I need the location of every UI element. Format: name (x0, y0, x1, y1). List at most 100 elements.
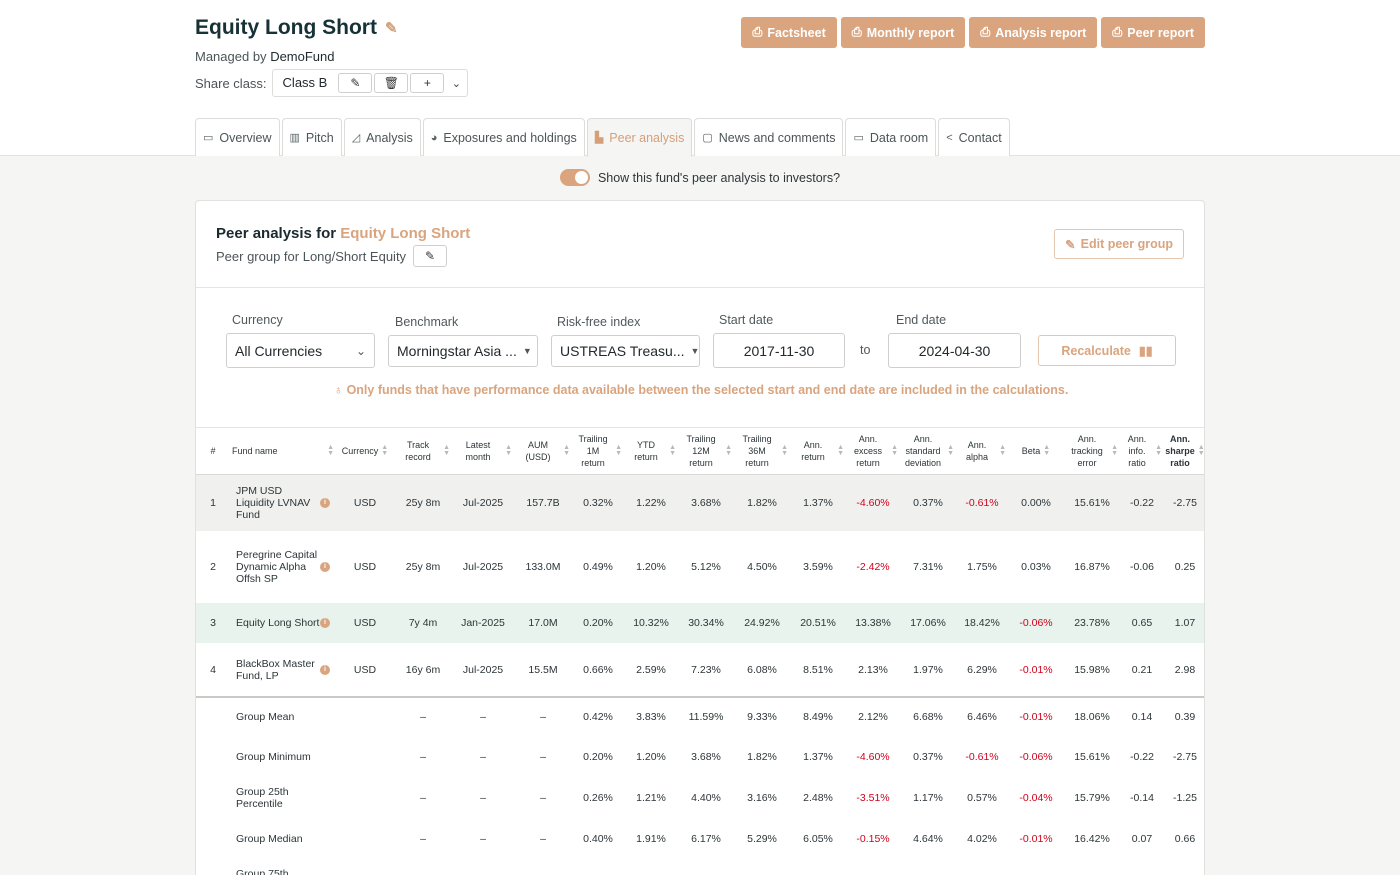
column-header[interactable]: Ann. alpha ▲ ▼ (956, 428, 1008, 475)
column-header[interactable]: Currency ▲ ▼ (336, 428, 394, 475)
sort-icon[interactable]: ▲ ▼ (505, 443, 512, 457)
sort-icon[interactable]: ▲ ▼ (1043, 443, 1051, 457)
table-row[interactable]: 3 Equity Long Short i USD 7y 4m Jan-2025 17.0M… (196, 603, 1204, 643)
fund-name[interactable]: Equity Long Short (236, 617, 320, 629)
edit-peer-group-button[interactable]: ✎ Edit peer group (1054, 229, 1184, 259)
add-share-class-button[interactable]: + (410, 73, 445, 93)
info-icon[interactable]: i (320, 497, 330, 508)
std-cell: 1.17% (913, 791, 943, 804)
tab-overview[interactable]: ▭ Overview (195, 118, 280, 156)
end-date-input[interactable]: 2024-04-30 (888, 333, 1021, 368)
column-header-label: Trailing 36M return (742, 433, 772, 468)
fund-name-cell: JPM USD Liquidity LVNAV Fund i (230, 474, 336, 531)
risk-free-label: Risk-free index (557, 315, 641, 329)
chevron-down-icon[interactable]: ⌄ (451, 77, 461, 90)
column-header[interactable]: Latest month ▲ ▼ (452, 428, 514, 475)
column-header[interactable]: Trailing 12M return ▲ ▼ (678, 428, 734, 475)
std-cell: 7.31% (913, 561, 943, 573)
aum-cell: 157.7B (514, 474, 572, 531)
info-icon[interactable]: i (320, 562, 330, 572)
sort-icon[interactable]: ▲ ▼ (443, 443, 450, 457)
t36-cell: 9.33% (747, 711, 777, 723)
tab-analysis[interactable]: ◿ Analysis (343, 118, 421, 156)
column-header[interactable]: YTD return ▲ ▼ (624, 428, 678, 475)
row-number: 3 (196, 603, 230, 643)
edit-title-icon[interactable]: ✎ (384, 20, 398, 37)
sharpe-cell: 0.66 (1174, 832, 1196, 845)
toggle-label: Show this fund's peer analysis to invest… (597, 170, 841, 185)
info-icon[interactable]: i (320, 664, 330, 675)
sort-icon[interactable]: ▲ ▼ (1155, 443, 1162, 457)
column-header[interactable]: Ann. return ▲ ▼ (790, 428, 846, 475)
sort-icon[interactable]: ▲ ▼ (1111, 443, 1118, 457)
tab-peer-analysis[interactable]: ▙ Peer analysis (586, 118, 693, 157)
currency-value: All Currencies (235, 342, 323, 359)
te-cell: 15.79% (1074, 791, 1110, 804)
column-header[interactable]: Ann. tracking error ▲ ▼ (1064, 428, 1120, 475)
fund-name[interactable]: BlackBox Master Fund, LP (236, 657, 315, 682)
start-date-input[interactable]: 2017-11-30 (713, 333, 845, 368)
sort-icon[interactable]: ▲ ▼ (615, 443, 622, 457)
end-date-label: End date (896, 313, 947, 327)
track-cell: – (394, 859, 452, 875)
info-icon[interactable]: i (320, 618, 330, 628)
info-cell: 0.07 (1131, 832, 1153, 845)
column-header[interactable]: Track record ▲ ▼ (394, 428, 452, 475)
sort-icon[interactable]: ▲ ▼ (725, 443, 732, 457)
sort-icon[interactable]: ▲ ▼ (563, 443, 570, 457)
show-to-investors-toggle[interactable] (559, 169, 590, 186)
excess-cell: 2.13% (846, 643, 900, 698)
factsheet-button[interactable]: ⎙ Factsheet (741, 17, 837, 48)
table-row[interactable]: 4 BlackBox Master Fund, LP i USD 16y 6m Jul-2… (196, 643, 1204, 698)
share-icon: < (946, 131, 953, 144)
sort-icon[interactable]: ▲ ▼ (669, 443, 676, 457)
currency-select[interactable]: All Currencies ⌄ (226, 333, 375, 368)
beta-cell: -0.06% (1008, 603, 1064, 643)
column-header: # (196, 428, 230, 475)
aum-cell: – (540, 750, 546, 763)
fund-name[interactable]: JPM USD Liquidity LVNAV Fund (236, 484, 311, 521)
sort-icon[interactable]: ▲ ▼ (837, 443, 844, 457)
tab-contact[interactable]: < Contact (938, 118, 1010, 156)
column-header[interactable]: Trailing 36M return ▲ ▼ (734, 428, 790, 475)
risk-free-select[interactable]: USTREAS Treasu... ▼ (551, 335, 700, 367)
sort-icon[interactable]: ▲ ▼ (381, 443, 389, 457)
edit-peer-group-label: Edit peer group (1080, 237, 1173, 251)
fund-name[interactable]: Peregrine Capital Dynamic Alpha Offsh SP (236, 549, 318, 585)
edit-peer-group-name-button[interactable]: ✎ (413, 245, 448, 267)
column-header[interactable]: Fund name ▲ ▼ (230, 428, 336, 475)
benchmark-select[interactable]: Morningstar Asia ... ▼ (388, 335, 538, 367)
table-row[interactable]: 2 Peregrine Capital Dynamic Alpha Offsh S… (196, 531, 1204, 603)
sort-icon[interactable]: ▲ ▼ (1197, 443, 1205, 457)
table-row[interactable]: 1 JPM USD Liquidity LVNAV Fund i USD 25y 8m J… (196, 474, 1204, 531)
sort-icon[interactable]: ▲ ▼ (891, 443, 898, 457)
recalculate-button[interactable]: Recalculate ▮▮ (1038, 335, 1176, 366)
column-header[interactable]: AUM (USD) ▲ ▼ (514, 428, 572, 475)
tab-data-room[interactable]: ▭ Data room (845, 118, 937, 156)
column-header[interactable]: Ann. standard deviation ▲ ▼ (900, 428, 956, 475)
column-header-label: Ann. standard deviation (905, 433, 942, 468)
column-header[interactable]: Ann. info. ratio ▲ ▼ (1120, 428, 1164, 475)
column-header[interactable]: Beta ▲ ▼ (1008, 428, 1064, 475)
share-class-value[interactable]: Class B (282, 75, 328, 90)
alpha-cell: 0.57% (967, 791, 997, 804)
sort-icon[interactable]: ▲ ▼ (947, 443, 954, 457)
empty-cell (196, 818, 230, 859)
column-header[interactable]: Ann. sharpe ratio ▲ ▼ (1164, 428, 1205, 475)
investor-visibility-row: Show this fund's peer analysis to invest… (0, 169, 1400, 186)
std-cell: 1.97% (900, 643, 956, 698)
peer-report-button[interactable]: ⎙ Peer report (1101, 17, 1205, 48)
tab-exposures[interactable]: ◕ Exposures and holdings (422, 118, 585, 156)
tab-news[interactable]: ▢ News and comments (694, 118, 844, 156)
analysis-report-button[interactable]: ⎙ Analysis report (969, 17, 1098, 48)
sort-icon[interactable]: ▲ ▼ (327, 443, 334, 457)
column-header[interactable]: Ann. excess return ▲ ▼ (846, 428, 900, 475)
sort-icon[interactable]: ▲ ▼ (781, 443, 788, 457)
sort-icon[interactable]: ▲ ▼ (999, 443, 1006, 457)
monthly-report-button[interactable]: ⎙ Monthly report (840, 17, 966, 48)
delete-share-class-button[interactable]: 🗑 (374, 73, 409, 93)
column-header[interactable]: Trailing 1M return ▲ ▼ (572, 428, 624, 475)
edit-share-class-button[interactable]: ✎ (338, 73, 373, 93)
tab-pitch[interactable]: ▥ Pitch (281, 118, 342, 156)
panel-title-fund: Equity Long Short (340, 225, 471, 242)
